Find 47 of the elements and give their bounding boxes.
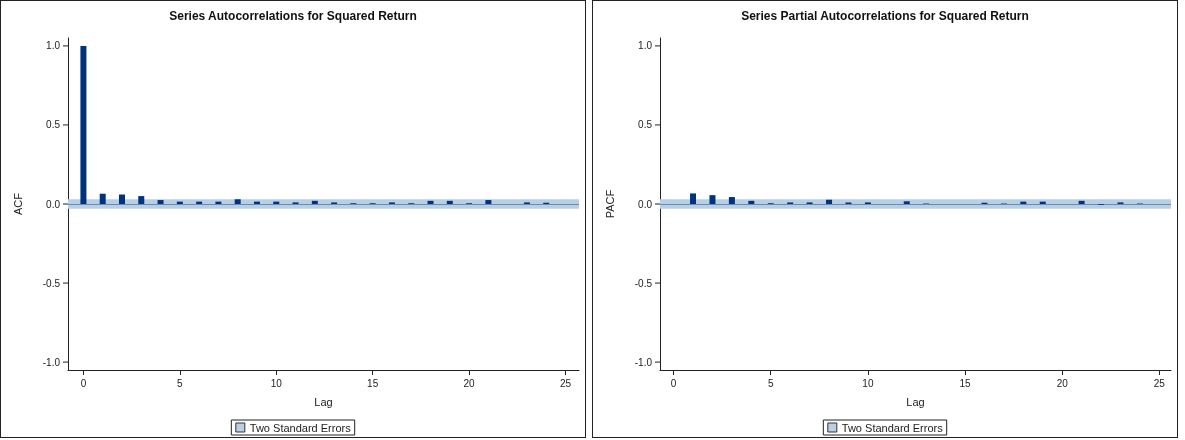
bar <box>99 193 106 204</box>
bar <box>690 193 697 204</box>
y-tick-label: 0.5 <box>638 119 653 131</box>
y-tick-label: 1.0 <box>638 40 653 52</box>
bar <box>427 200 434 204</box>
y-tick-label: -1.0 <box>634 356 653 368</box>
x-tick-label: 0 <box>670 377 677 389</box>
bar <box>748 200 755 204</box>
y-tick-label: 0.0 <box>638 198 653 210</box>
bar <box>118 194 125 204</box>
chart-title: Series Partial Autocorrelations for Squared Return <box>741 9 1029 23</box>
bar <box>446 200 453 204</box>
bar <box>485 200 492 204</box>
y-tick-label: -0.5 <box>42 277 61 289</box>
x-axis-title: Lag <box>314 395 333 408</box>
x-tick-label: 20 <box>463 377 476 389</box>
y-tick-label: -0.5 <box>634 277 653 289</box>
bar <box>903 201 910 204</box>
x-axis-title: Lag <box>906 395 925 408</box>
x-tick-label: 25 <box>559 377 572 389</box>
y-tick-label: -1.0 <box>42 356 61 368</box>
x-tick-label: 20 <box>1056 377 1069 389</box>
legend-label: Two Standard Errors <box>841 421 944 434</box>
x-tick-label: 15 <box>367 377 379 389</box>
bar <box>157 200 164 204</box>
bar <box>80 45 87 204</box>
x-tick-label: 5 <box>767 377 774 389</box>
y-tick-label: 0.5 <box>46 119 61 131</box>
x-tick-label: 5 <box>177 377 184 389</box>
bar <box>1078 200 1085 204</box>
bar <box>138 196 145 204</box>
bar <box>728 197 735 204</box>
y-tick-label: 1.0 <box>46 40 61 52</box>
x-tick-label: 10 <box>862 377 874 389</box>
x-tick-label: 0 <box>80 377 87 389</box>
legend-label: Two Standard Errors <box>249 421 352 434</box>
x-tick-label: 10 <box>270 377 283 389</box>
x-tick-label: 25 <box>1153 377 1166 389</box>
y-axis-title: ACF <box>11 192 24 215</box>
bar <box>234 199 241 204</box>
bar <box>826 199 833 204</box>
x-tick-label: 15 <box>959 377 972 389</box>
bar <box>311 200 318 204</box>
y-axis-title: PACF <box>603 189 616 219</box>
y-tick-label: 0.0 <box>46 198 61 210</box>
chart-title: Series Autocorrelations for Squared Return <box>169 9 417 23</box>
bar <box>709 195 716 204</box>
